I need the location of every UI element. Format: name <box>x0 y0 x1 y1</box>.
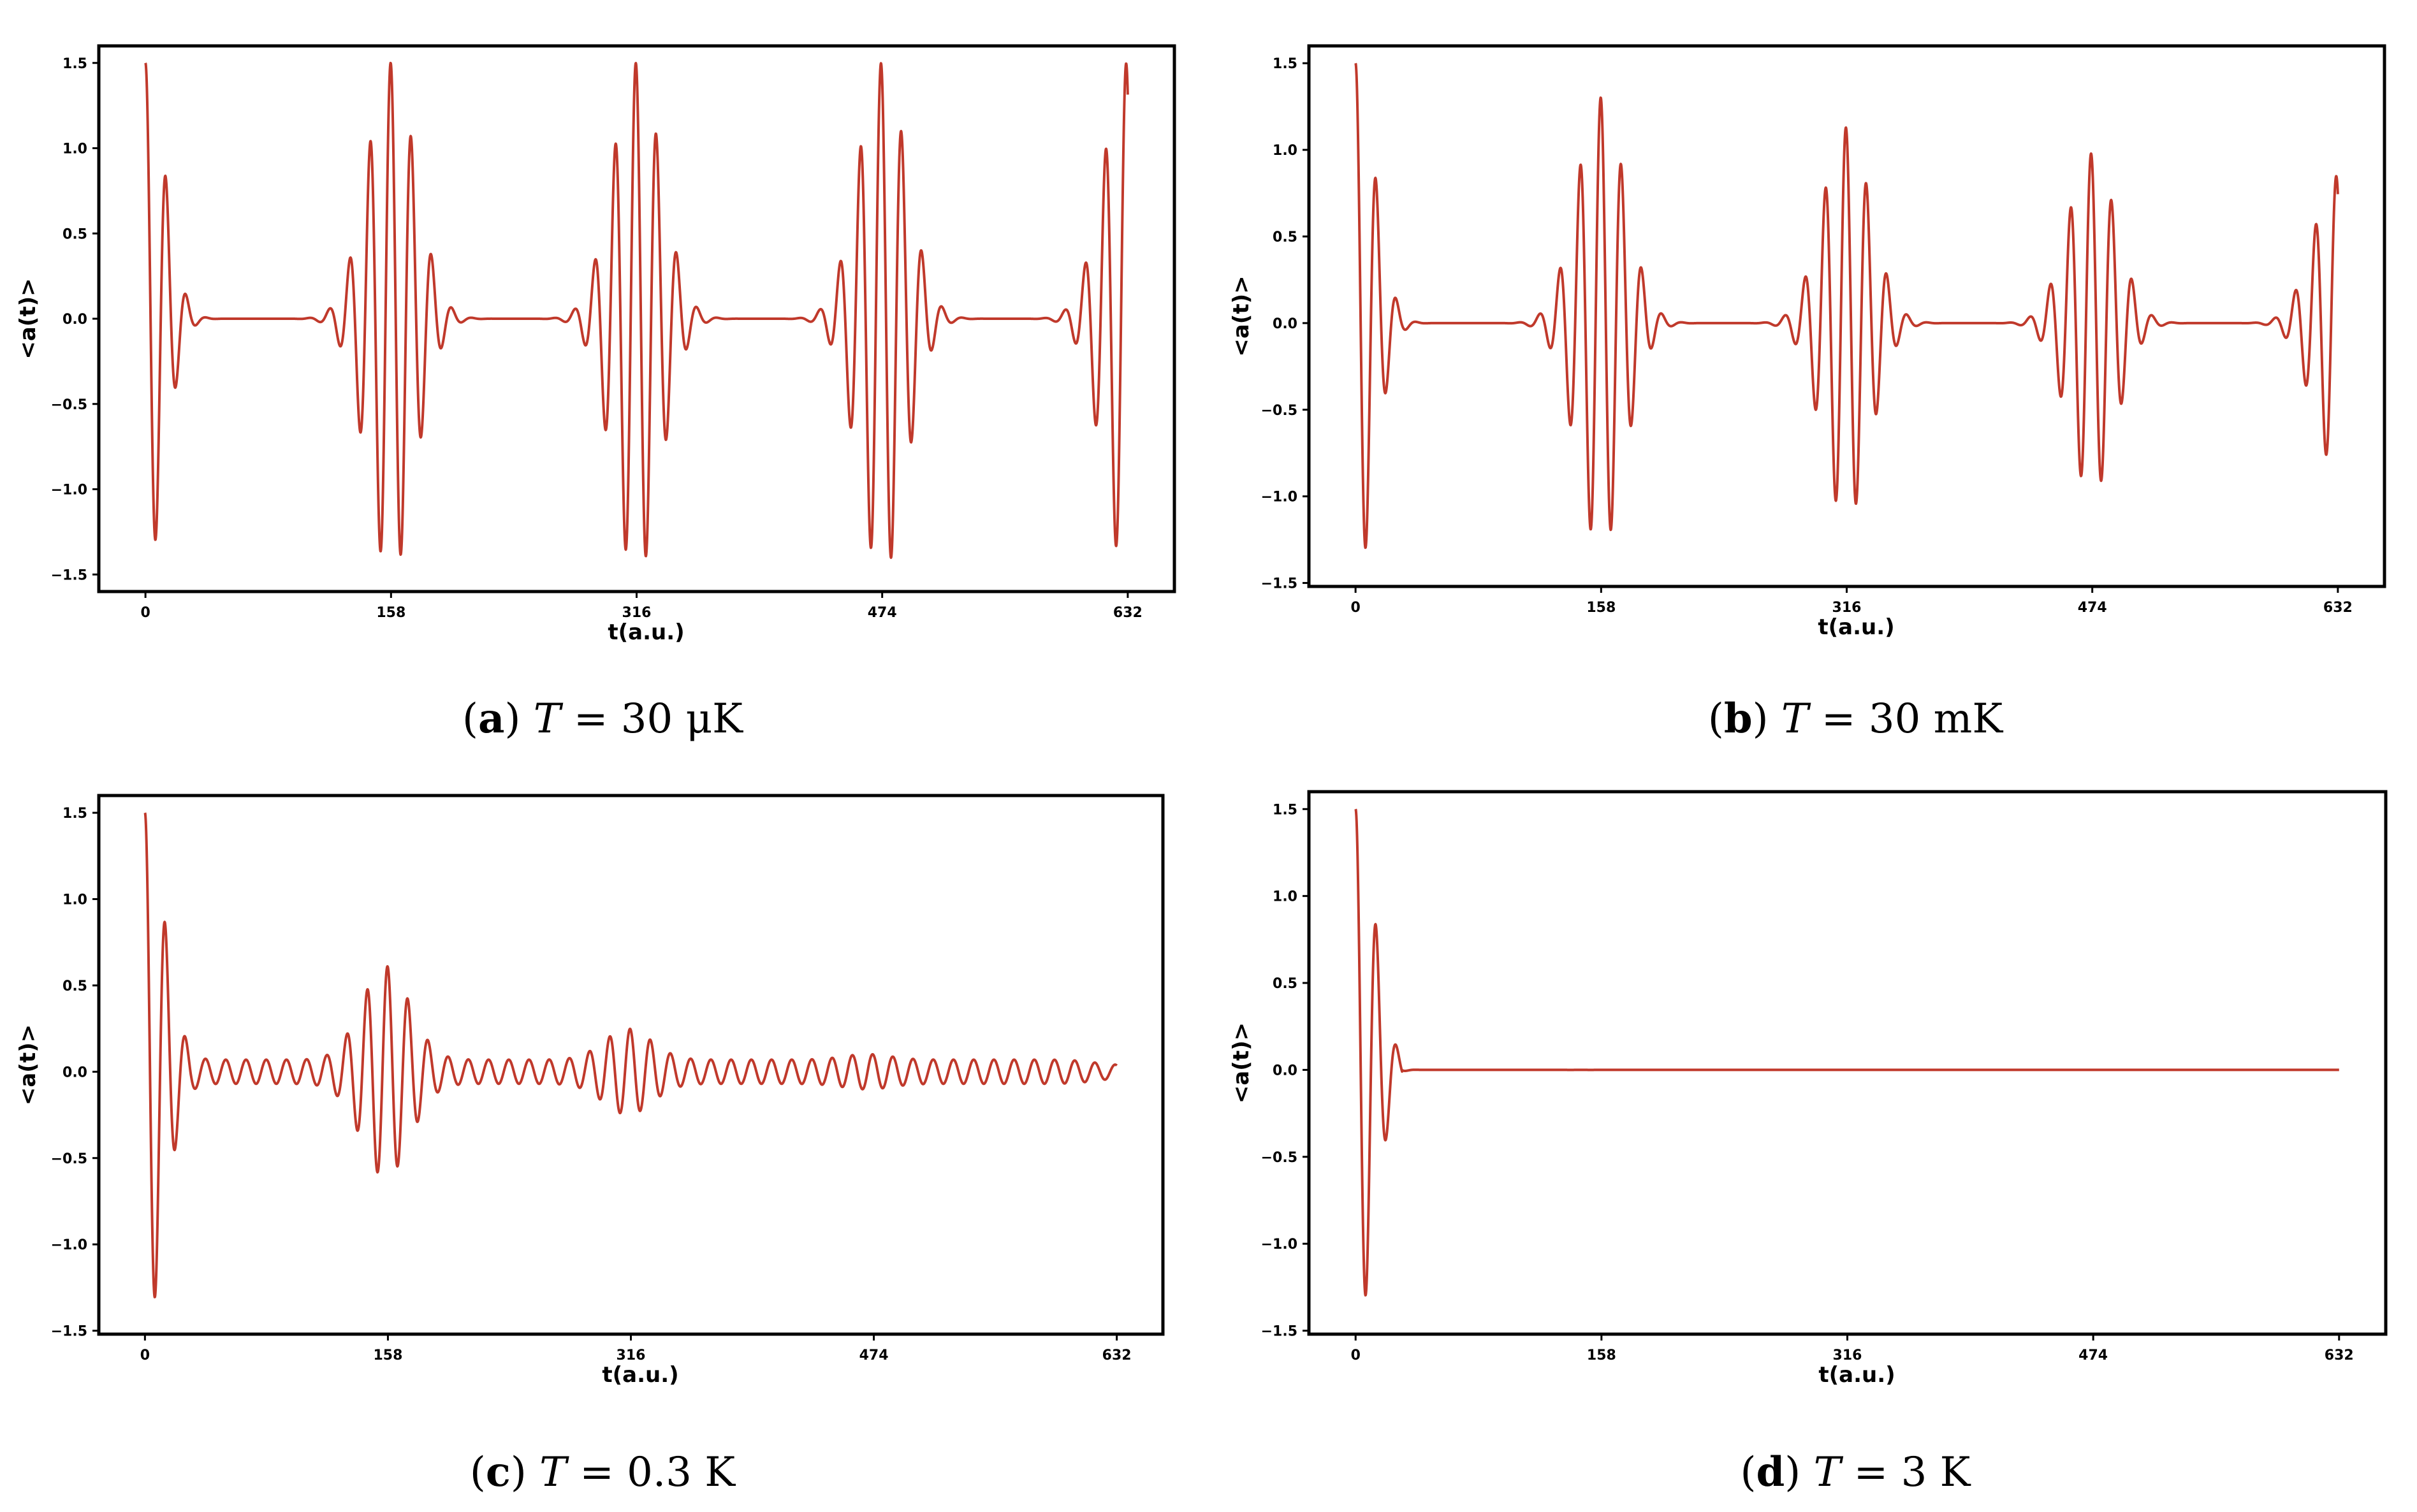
x-tick-label: 0 <box>140 605 150 621</box>
y-tick-label: 0.5 <box>62 978 87 994</box>
caption-variable: T <box>1781 695 1809 743</box>
y-tick-label: −1.5 <box>1261 576 1297 592</box>
y-tick-label: 1.0 <box>62 142 87 157</box>
caption-variable: T <box>539 1449 567 1496</box>
x-tick-label: 632 <box>2323 600 2353 616</box>
caption-letter: b <box>1723 695 1753 743</box>
y-tick-label: 0.0 <box>62 312 87 328</box>
y-tick-label: 1.0 <box>1273 143 1297 159</box>
caption-variable: T <box>1813 1449 1841 1496</box>
x-axis-title: t(a.u.) <box>1818 1362 1895 1388</box>
y-tick-label: 1.5 <box>62 56 87 72</box>
y-axis-title: <a(t)> <box>1229 275 1254 356</box>
caption-value: 30 μK <box>620 695 743 743</box>
x-tick-label: 158 <box>373 1348 402 1363</box>
y-tick-label: 1.0 <box>62 892 87 908</box>
series-line <box>143 812 1118 1298</box>
y-tick-label: −1.0 <box>51 1237 87 1253</box>
y-tick-label: −1.0 <box>1261 1237 1297 1253</box>
y-tick-label: 1.5 <box>1273 56 1297 72</box>
x-tick-label: 474 <box>868 605 897 621</box>
plot-frame <box>1307 790 2388 1336</box>
series-line <box>144 61 1129 559</box>
caption-letter: d <box>1756 1448 1785 1496</box>
y-tick-label: −0.5 <box>1261 1150 1297 1166</box>
y-tick-label: 1.5 <box>62 806 87 822</box>
x-tick-label: 158 <box>376 605 405 621</box>
caption-a: (a) T = 30 μK <box>462 695 743 743</box>
y-tick-label: −0.5 <box>51 1151 87 1167</box>
y-tick-label: −1.0 <box>1261 490 1297 505</box>
caption-variable: T <box>533 695 561 743</box>
y-tick-label: −1.0 <box>51 483 87 498</box>
y-tick-label: 1.0 <box>1273 889 1297 905</box>
caption-value: 3 K <box>1901 1449 1971 1496</box>
caption-d: (d) T = 3 K <box>1740 1448 1971 1496</box>
y-tick-label: 0.0 <box>1273 316 1297 332</box>
y-tick-label: 0.0 <box>1273 1063 1297 1079</box>
x-tick-label: 474 <box>2078 600 2107 616</box>
y-tick-label: −1.5 <box>51 1324 87 1340</box>
y-tick-label: 0.5 <box>62 226 87 242</box>
x-tick-label: 632 <box>1113 605 1143 621</box>
x-tick-label: 158 <box>1587 1348 1616 1363</box>
y-axis-title: <a(t)> <box>15 1024 41 1105</box>
caption-letter: c <box>485 1448 511 1496</box>
y-tick-label: 0.0 <box>62 1065 87 1080</box>
x-tick-label: 0 <box>1350 600 1360 616</box>
y-axis-title: <a(t)> <box>15 278 41 359</box>
caption-b: (b) T = 30 mK <box>1707 695 2003 743</box>
y-axis-title: <a(t)> <box>1229 1022 1254 1103</box>
series-line <box>1354 62 2339 549</box>
x-tick-label: 632 <box>1102 1348 1132 1363</box>
series-line <box>1354 808 2340 1297</box>
x-tick-label: 316 <box>622 605 652 621</box>
x-tick-label: 158 <box>1586 600 1616 616</box>
y-tick-label: −1.5 <box>1261 1324 1297 1340</box>
x-axis-title: t(a.u.) <box>1818 614 1894 640</box>
x-tick-label: 0 <box>140 1348 150 1363</box>
x-tick-label: 316 <box>1833 1348 1862 1363</box>
x-tick-label: 316 <box>617 1348 646 1363</box>
x-tick-label: 474 <box>859 1348 889 1363</box>
x-axis-title: t(a.u.) <box>608 620 684 645</box>
x-axis-title: t(a.u.) <box>602 1362 678 1388</box>
x-tick-label: 474 <box>2078 1348 2108 1363</box>
y-tick-label: 0.5 <box>1273 229 1297 245</box>
x-tick-label: 632 <box>2325 1348 2354 1363</box>
caption-letter: a <box>478 695 505 743</box>
caption-value: 30 mK <box>1868 695 2003 743</box>
x-tick-label: 0 <box>1351 1348 1361 1363</box>
y-tick-label: −1.5 <box>51 567 87 583</box>
x-tick-label: 316 <box>1832 600 1862 616</box>
caption-c: (c) T = 0.3 K <box>469 1448 736 1496</box>
y-tick-label: −0.5 <box>1261 403 1297 419</box>
y-tick-label: 1.5 <box>1273 802 1297 818</box>
caption-value: 0.3 K <box>627 1449 736 1496</box>
y-tick-label: 0.5 <box>1273 976 1297 992</box>
y-tick-label: −0.5 <box>51 397 87 413</box>
